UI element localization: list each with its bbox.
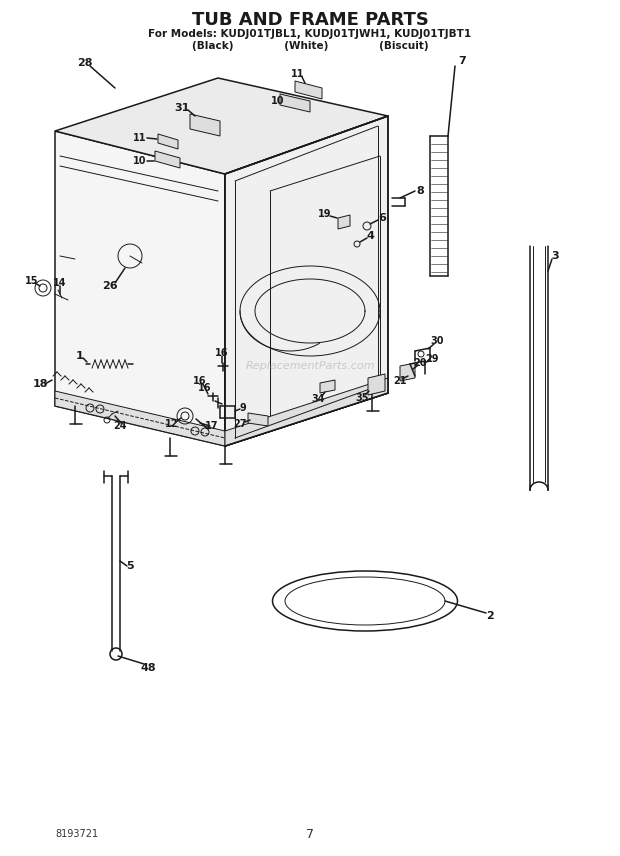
Polygon shape [225,116,388,446]
Text: 1: 1 [76,351,84,361]
Text: 9: 9 [239,403,246,413]
Polygon shape [190,114,220,136]
Text: 6: 6 [378,213,386,223]
Text: 14: 14 [53,278,67,288]
Text: 28: 28 [78,58,93,68]
Text: 21: 21 [393,376,407,386]
Text: 11: 11 [133,133,147,143]
Text: 18: 18 [32,379,48,389]
Polygon shape [155,151,180,168]
Polygon shape [280,94,310,112]
Text: 35: 35 [355,393,369,403]
Polygon shape [55,131,225,446]
Text: TUB AND FRAME PARTS: TUB AND FRAME PARTS [192,11,428,29]
Text: 12: 12 [166,419,179,429]
Polygon shape [225,378,388,446]
Polygon shape [295,81,322,99]
Text: (Black)              (White)              (Biscuit): (Black) (White) (Biscuit) [192,41,428,51]
Text: 30: 30 [430,336,444,346]
Text: For Models: KUDJ01TJBL1, KUDJ01TJWH1, KUDJ01TJBT1: For Models: KUDJ01TJBL1, KUDJ01TJWH1, KU… [148,29,472,39]
Text: 20: 20 [414,358,427,368]
Text: 5: 5 [126,561,134,571]
Text: 4: 4 [366,231,374,241]
Text: 3: 3 [551,251,559,261]
Polygon shape [248,413,268,426]
Text: 34: 34 [311,394,325,404]
Polygon shape [55,78,388,174]
Text: 16: 16 [198,383,212,393]
Polygon shape [338,215,350,229]
Text: 7: 7 [458,56,466,66]
Text: 17: 17 [205,421,219,431]
Text: 7: 7 [306,828,314,841]
Text: 19: 19 [318,209,332,219]
Text: 10: 10 [272,96,285,106]
Text: 26: 26 [102,281,118,291]
Polygon shape [158,134,178,149]
Text: 27: 27 [233,419,247,429]
Text: 8: 8 [416,186,424,196]
Polygon shape [55,391,225,446]
Text: 24: 24 [113,421,126,431]
Text: 31: 31 [174,103,190,113]
Text: 48: 48 [140,663,156,673]
Polygon shape [400,363,415,381]
Polygon shape [320,380,335,393]
Text: 11: 11 [291,69,305,79]
Text: 16: 16 [193,376,206,386]
Text: ReplacementParts.com: ReplacementParts.com [246,361,374,371]
Polygon shape [368,374,385,395]
Text: 29: 29 [425,354,439,364]
Text: 15: 15 [25,276,38,286]
Text: 8193721: 8193721 [55,829,98,839]
Text: 10: 10 [133,156,147,166]
Text: 16: 16 [215,348,229,358]
Text: 2: 2 [486,611,494,621]
